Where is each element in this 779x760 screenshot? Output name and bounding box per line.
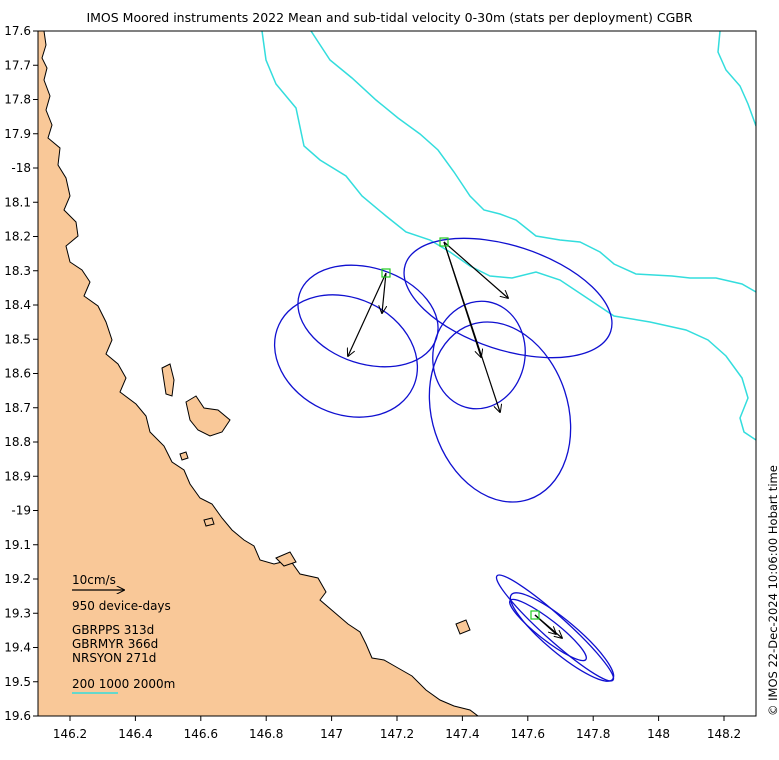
y-tick-label: 19.1 [4, 538, 31, 552]
x-tick-label: 147 [320, 727, 343, 741]
mooring-marker-gbrpps[interactable] [439, 237, 449, 247]
arrow-gbrmyr-1 [382, 272, 386, 313]
x-tick-label: 147.2 [380, 727, 414, 741]
y-tick-label: 19.4 [4, 641, 31, 655]
x-tick-label: 147.4 [445, 727, 479, 741]
x-tick-label: 146.8 [249, 727, 283, 741]
island-palm [161, 363, 175, 397]
legend-deployment-1: GBRPPS 313d [72, 623, 154, 637]
ellipse-nrsyon-c [509, 598, 587, 662]
x-tick-label: 147.8 [576, 727, 610, 741]
arrow-nrsyon-2 [534, 614, 556, 634]
y-tick-label: 18.9 [4, 469, 31, 483]
y-tick-label: 18.5 [4, 332, 31, 346]
legend-deployment-3: NRSYON 271d [72, 651, 156, 665]
y-tick-label: 18.3 [4, 264, 31, 278]
isobath-2000m [717, 31, 756, 127]
y-tick-label: 18.1 [4, 195, 31, 209]
legend-device-days: 950 device-days [72, 599, 171, 613]
ellipse-nrsyon-a [495, 574, 615, 682]
ellipse-nrsyon-b [509, 592, 615, 682]
island-small-3 [275, 551, 297, 567]
y-tick-label: 18.8 [4, 435, 31, 449]
ellipse-gbrmyr-b [273, 294, 419, 418]
y-tick-label: 18.2 [4, 230, 31, 244]
credit-text: © IMOS 22-Dec-2024 10:06:00 Hobart time [766, 465, 779, 716]
legend-scale-label: 10cm/s [72, 573, 116, 587]
x-tick-label: 146.6 [184, 727, 218, 741]
y-axis: 17.6 17.7 17.8 17.9 -18 18.1 18.2 18.3 18.4 18.5 1… [4, 24, 38, 723]
ellipse-gbrmyr-a [297, 264, 439, 368]
x-tick-label: 147.6 [511, 727, 545, 741]
y-tick-label: 17.6 [4, 24, 31, 38]
x-tick-label: 146.4 [118, 727, 152, 741]
y-tick-label: 18.4 [4, 298, 31, 312]
mainland [38, 31, 479, 716]
arrow-gbrpps-1 [443, 241, 508, 298]
y-tick-label: 18.7 [4, 401, 31, 415]
y-tick-label: -19 [11, 504, 31, 518]
x-tick-label: 146.2 [53, 727, 87, 741]
y-tick-label: 19.5 [4, 675, 31, 689]
island-small-4 [455, 619, 471, 635]
ellipse-gbrpps-b [432, 300, 526, 410]
x-tick-label: 148.2 [707, 727, 741, 741]
isobath-200m [310, 31, 756, 293]
y-tick-label: 17.9 [4, 127, 31, 141]
legend-deployment-2: GBRMYR 366d [72, 637, 158, 651]
y-tick-label: 18.6 [4, 367, 31, 381]
mooring-marker-nrsyon[interactable] [530, 610, 540, 620]
map-title: IMOS Moored instruments 2022 Mean and su… [86, 10, 693, 25]
island-small-2 [203, 517, 215, 527]
mooring-marker-gbrmyr[interactable] [381, 268, 391, 278]
y-tick-label: 17.8 [4, 93, 31, 107]
y-tick-label: 19.6 [4, 709, 31, 723]
ellipse-gbrpps-a [403, 237, 613, 359]
island-small-1 [179, 451, 189, 461]
x-axis: 146.2 146.4 146.6 146.8 147 147.2 147.4 147.6 14… [53, 716, 741, 741]
y-tick-label: 17.7 [4, 58, 31, 72]
y-tick-label: 19.3 [4, 606, 31, 620]
arrow-gbrpps-3 [443, 241, 500, 412]
y-tick-label: 19.2 [4, 572, 31, 586]
island-magnetic [185, 395, 231, 437]
arrow-gbrmyr-2 [348, 272, 387, 356]
legend-isobaths-label: 200 1000 2000m [72, 677, 175, 691]
x-tick-label: 148 [647, 727, 670, 741]
isobath-1000m [261, 31, 756, 441]
y-tick-label: -18 [11, 161, 31, 175]
